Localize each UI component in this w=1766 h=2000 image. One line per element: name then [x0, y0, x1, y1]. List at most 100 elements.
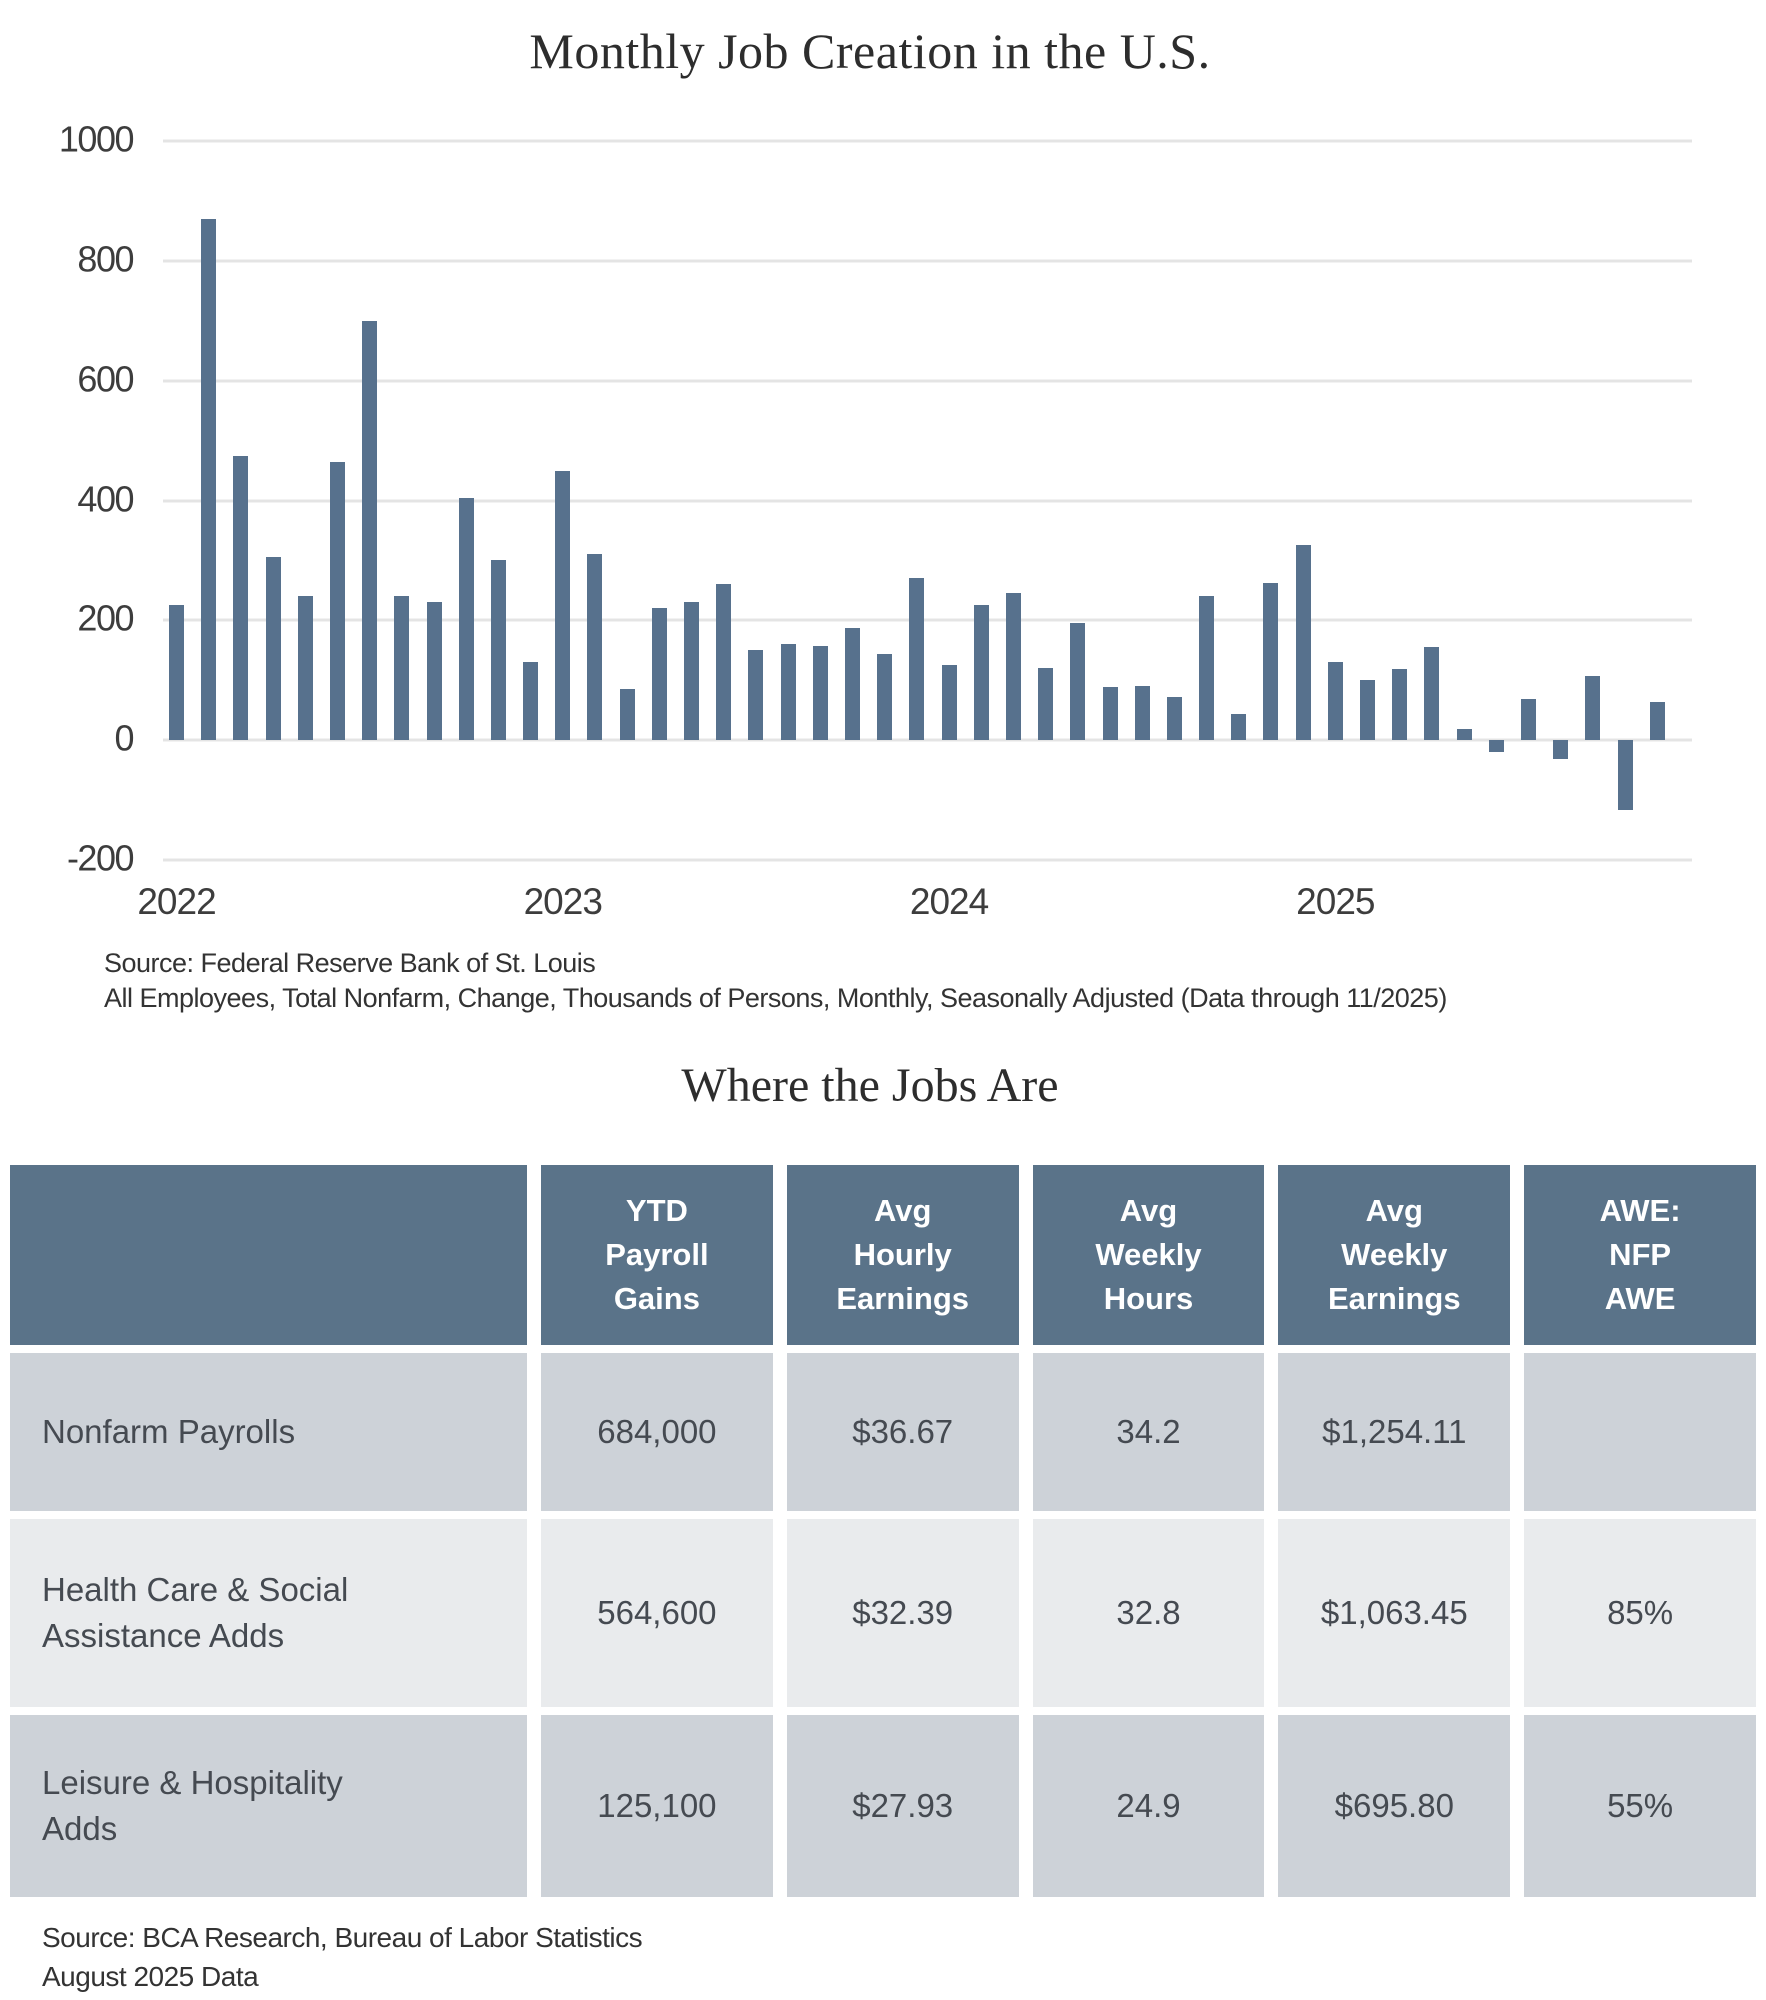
bar: [1553, 740, 1569, 760]
bar: [651, 608, 667, 741]
bar: [1295, 545, 1311, 741]
bar: [233, 455, 249, 741]
bar: [1327, 662, 1343, 741]
bar: [812, 645, 828, 741]
bar: [426, 602, 442, 741]
bar: [169, 605, 184, 741]
y-axis-tick-label: 800: [77, 238, 134, 280]
bar: [1360, 680, 1376, 741]
bar: [523, 662, 539, 741]
bar: [1392, 669, 1408, 741]
table-cell: 85%: [1524, 1519, 1756, 1707]
bar: [394, 596, 410, 741]
table-cell: 564,600: [541, 1519, 773, 1707]
bar: [1263, 583, 1279, 741]
bar: [1520, 699, 1536, 741]
table-cell: 34.2: [1032, 1353, 1265, 1511]
bar: [458, 497, 474, 741]
table-cell: 684,000: [541, 1353, 773, 1511]
table-source-line-2: August 2025 Data: [42, 1961, 259, 1992]
table-cell: $695.80: [1278, 1715, 1511, 1897]
table-title: Where the Jobs Are: [681, 1059, 1059, 1112]
table-header-cell: AWE: NFP AWE: [1524, 1165, 1756, 1345]
bar-chart: 1000 800 600 400 200 0 -200 2022 2023 2024 2025: [0, 0, 1766, 940]
bar: [329, 461, 345, 741]
table-cell: $1,254.11: [1278, 1353, 1511, 1511]
bar: [1456, 729, 1472, 741]
x-axis-tick-label: 2025: [1296, 881, 1375, 922]
bar: [1231, 713, 1247, 741]
table-source-line-1: Source: BCA Research, Bureau of Labor St…: [42, 1922, 643, 1953]
table-cell: 32.8: [1032, 1519, 1265, 1707]
bar: [201, 218, 217, 741]
x-axis-tick-label: 2023: [523, 881, 603, 922]
x-axis-tick-label: 2024: [909, 881, 989, 922]
y-axis-tick-label: 1000: [58, 118, 135, 160]
y-axis-tick-label: 600: [77, 357, 134, 399]
bar: [1166, 697, 1182, 741]
table-cell: [1524, 1353, 1756, 1511]
table-cell: $27.93: [786, 1715, 1019, 1897]
table-header-cell: Avg Hourly Earnings: [786, 1165, 1019, 1345]
bar: [1199, 596, 1215, 741]
gridline-1000: [163, 139, 1692, 143]
bar: [1005, 593, 1021, 741]
bar: [748, 650, 764, 741]
bar: [490, 560, 506, 741]
bar: [716, 584, 732, 741]
table-row-label: Leisure & Hospitality Adds: [10, 1715, 527, 1897]
gridline-400: [163, 499, 1692, 502]
y-axis-tick-label: 200: [77, 597, 134, 639]
y-axis-tick-label: 400: [77, 477, 134, 519]
bar: [1102, 687, 1118, 741]
bar: [1488, 740, 1504, 753]
bar: [1134, 686, 1150, 741]
table-row-label: Nonfarm Payrolls: [10, 1353, 527, 1511]
gridline--200: [163, 858, 1692, 862]
chart-source: Source: Federal Reserve Bank of St. Loui…: [104, 946, 1447, 1016]
table-cell: 55%: [1524, 1715, 1756, 1897]
bar: [941, 665, 957, 741]
y-axis-tick-label: 0: [114, 717, 134, 759]
table-corner-cell: [10, 1165, 527, 1345]
bar: [265, 557, 281, 741]
bar: [587, 554, 603, 741]
table-row-label: Health Care & Social Assistance Adds: [10, 1519, 527, 1707]
bar: [1424, 647, 1440, 741]
bar: [1070, 623, 1086, 741]
y-axis-tick-label: -200: [66, 837, 135, 879]
bar: [1585, 676, 1601, 741]
bar: [619, 689, 635, 741]
bar: [844, 628, 860, 741]
gridline-600: [163, 379, 1692, 383]
bar: [780, 644, 796, 741]
table-header-cell: Avg Weekly Hours: [1032, 1165, 1265, 1345]
table-source: Source: BCA Research, Bureau of Labor St…: [42, 1918, 643, 1996]
table-header-cell: Avg Weekly Earnings: [1278, 1165, 1511, 1345]
bar: [973, 605, 989, 741]
table-cell: $32.39: [786, 1519, 1019, 1707]
chart-title: Monthly Job Creation in the U.S.: [529, 23, 1211, 79]
gridline-200: [163, 618, 1692, 622]
gridline-800: [163, 259, 1692, 263]
bar: [297, 596, 313, 741]
chart-source-line-2: All Employees, Total Nonfarm, Change, Th…: [104, 983, 1447, 1013]
table-cell: 125,100: [541, 1715, 773, 1897]
bar: [909, 578, 925, 741]
jobs-table: YTD Payroll Gains Avg Hourly Earnings Avg …: [10, 1165, 1756, 1897]
bar: [1649, 702, 1665, 741]
bar: [362, 320, 378, 741]
chart-source-line-1: Source: Federal Reserve Bank of St. Loui…: [104, 948, 596, 978]
bar: [877, 654, 893, 741]
x-axis-tick-label: 2022: [137, 881, 216, 922]
table-cell: $1,063.45: [1278, 1519, 1511, 1707]
bar: [1038, 668, 1054, 741]
table-cell: 24.9: [1032, 1715, 1265, 1897]
gridline-0: [163, 738, 1692, 742]
bar: [1617, 740, 1633, 811]
bar: [684, 602, 700, 741]
table-cell: $36.67: [786, 1353, 1019, 1511]
table-header-cell: YTD Payroll Gains: [541, 1165, 773, 1345]
bar: [555, 470, 571, 741]
